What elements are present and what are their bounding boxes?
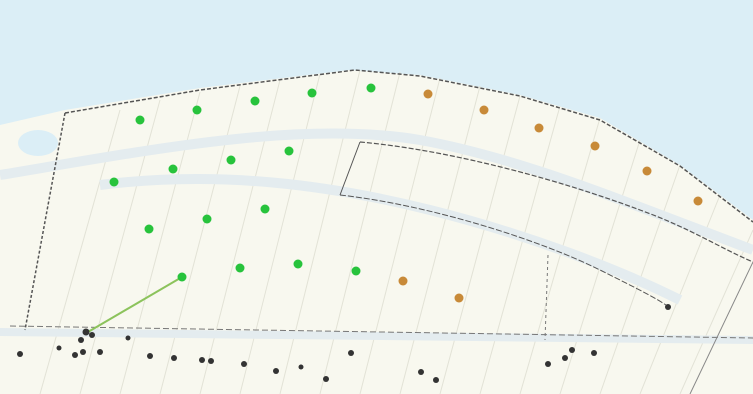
dark-point[interactable]	[208, 358, 214, 364]
orange-turbine-marker[interactable]	[534, 123, 544, 133]
green-turbine-group	[109, 83, 376, 282]
green-turbine-marker[interactable]	[135, 115, 145, 125]
green-turbine-marker[interactable]	[144, 224, 154, 234]
green-turbine-marker[interactable]	[293, 259, 303, 269]
parcel-lines	[39, 69, 753, 394]
dark-point[interactable]	[418, 369, 424, 375]
dark-point[interactable]	[78, 337, 84, 343]
dark-point[interactable]	[125, 335, 131, 341]
boundary-line-inner	[359, 141, 753, 263]
dark-point[interactable]	[56, 345, 62, 351]
dark-point[interactable]	[273, 368, 279, 374]
dark-point[interactable]	[433, 377, 439, 383]
road-lower	[0, 328, 753, 344]
green-turbine-marker[interactable]	[109, 177, 119, 187]
orange-turbine-marker[interactable]	[479, 105, 489, 115]
orange-turbine-marker[interactable]	[693, 196, 703, 206]
dark-point[interactable]	[241, 361, 247, 367]
green-turbine-marker[interactable]	[177, 272, 187, 282]
green-turbine-marker[interactable]	[307, 88, 317, 98]
orange-turbine-marker[interactable]	[642, 166, 652, 176]
green-turbine-marker[interactable]	[366, 83, 376, 93]
boundary-line-middle	[339, 194, 671, 309]
road-middle	[99, 174, 683, 305]
dark-point-group	[17, 304, 671, 383]
boundary-line-coast	[64, 69, 753, 223]
dark-point[interactable]	[323, 376, 329, 382]
green-turbine-marker[interactable]	[168, 164, 178, 174]
dark-point[interactable]	[665, 304, 671, 310]
boundary-line-far-east	[689, 261, 753, 394]
road-upper	[0, 128, 753, 255]
orange-turbine-marker[interactable]	[398, 276, 408, 286]
boundary-line-south	[9, 325, 753, 339]
orange-turbine-group	[398, 89, 703, 303]
green-turbine-marker[interactable]	[284, 146, 294, 156]
orange-turbine-marker[interactable]	[590, 141, 600, 151]
boundary-line-east	[544, 254, 549, 341]
dark-point[interactable]	[171, 355, 177, 361]
land-area	[0, 70, 753, 394]
boundary-line-diagonal	[339, 141, 361, 196]
orange-turbine-marker[interactable]	[423, 89, 433, 99]
orange-turbine-marker[interactable]	[454, 293, 464, 303]
green-turbine-marker[interactable]	[226, 155, 236, 165]
green-turbine-marker[interactable]	[351, 266, 361, 276]
dark-point[interactable]	[72, 352, 78, 358]
dark-point[interactable]	[569, 347, 575, 353]
green-turbine-marker[interactable]	[250, 96, 260, 106]
dark-point[interactable]	[17, 351, 23, 357]
boundary-line-west	[24, 112, 66, 331]
dark-point[interactable]	[89, 332, 95, 338]
dark-point[interactable]	[80, 349, 86, 355]
dark-point[interactable]	[82, 328, 90, 336]
green-turbine-marker[interactable]	[260, 204, 270, 214]
dark-point[interactable]	[591, 350, 597, 356]
green-turbine-marker[interactable]	[192, 105, 202, 115]
lake	[18, 130, 58, 156]
dark-point[interactable]	[199, 357, 205, 363]
dark-point[interactable]	[545, 361, 551, 367]
dark-point[interactable]	[97, 349, 103, 355]
dark-point[interactable]	[562, 355, 568, 361]
dark-point[interactable]	[348, 350, 354, 356]
cable-line	[87, 276, 183, 333]
green-turbine-marker[interactable]	[202, 214, 212, 224]
green-turbine-marker[interactable]	[235, 263, 245, 273]
dark-point[interactable]	[147, 353, 153, 359]
dark-point[interactable]	[298, 364, 304, 370]
